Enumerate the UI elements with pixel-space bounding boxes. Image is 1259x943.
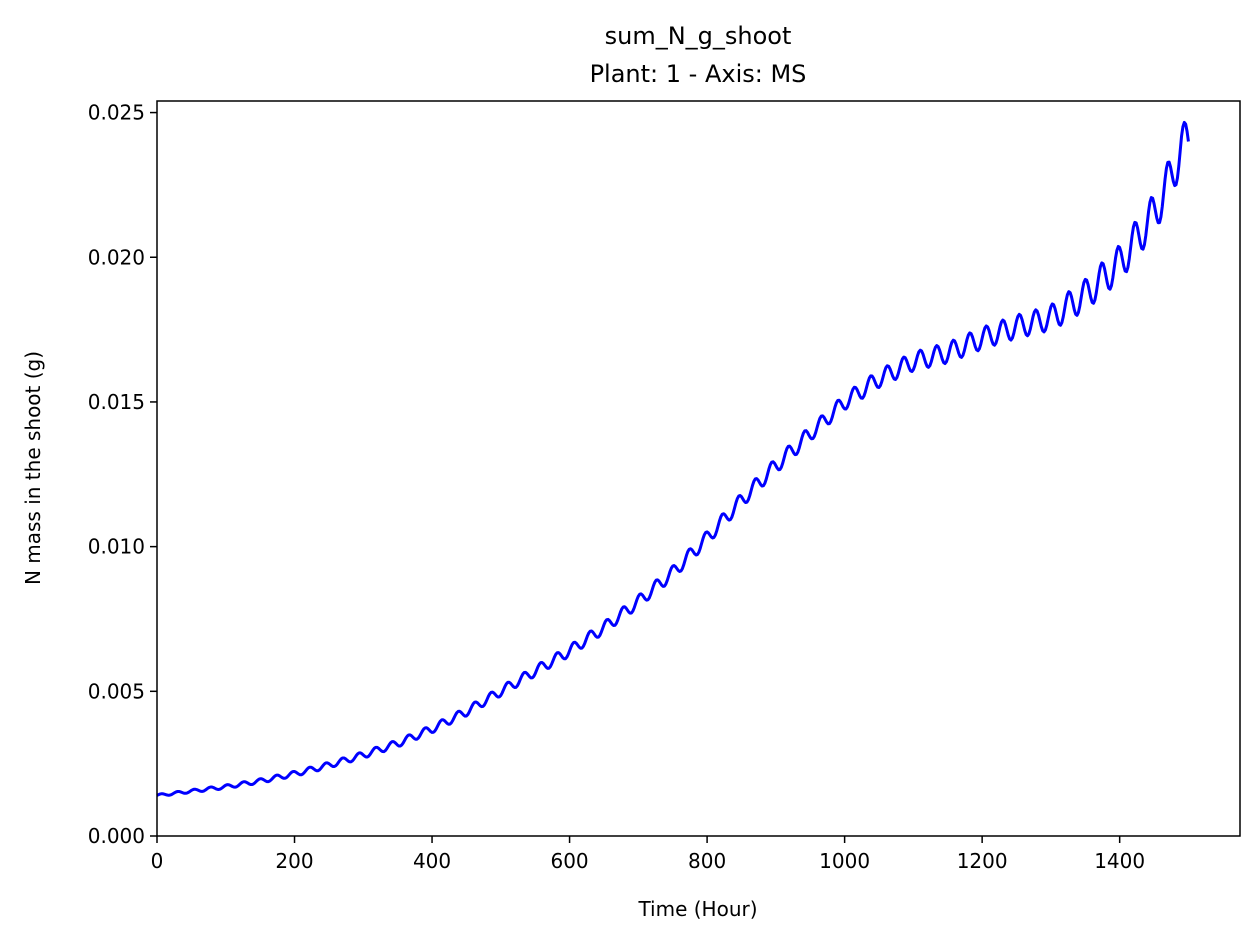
y-tick-label: 0.025 [88,101,145,125]
x-axis-label: Time (Hour) [637,897,757,921]
y-axis-label: N mass in the shoot (g) [21,351,45,585]
x-tick-label: 0 [151,849,164,873]
y-tick-label: 0.010 [88,535,145,559]
y-tick-label: 0.005 [88,679,145,703]
x-tick-label: 1200 [957,849,1008,873]
plot-area [156,120,1190,797]
x-axis-ticks: 0 200 400 600 800 1000 1200 1400 [151,836,1145,873]
chart-title: sum_N_g_shoot [605,22,792,50]
x-tick-label: 400 [413,849,451,873]
y-tick-label: 0.000 [88,824,145,848]
x-tick-label: 1000 [819,849,870,873]
chart-subtitle: Plant: 1 - Axis: MS [590,60,807,88]
x-tick-label: 600 [550,849,588,873]
x-tick-label: 1400 [1094,849,1145,873]
y-axis-ticks: 0.000 0.005 0.010 0.015 0.020 0.025 [88,101,157,848]
x-tick-label: 800 [688,849,726,873]
x-tick-label: 200 [275,849,313,873]
series-line [156,120,1190,797]
y-tick-label: 0.020 [88,245,145,269]
plot-frame [156,100,1241,837]
y-tick-label: 0.015 [88,390,145,414]
